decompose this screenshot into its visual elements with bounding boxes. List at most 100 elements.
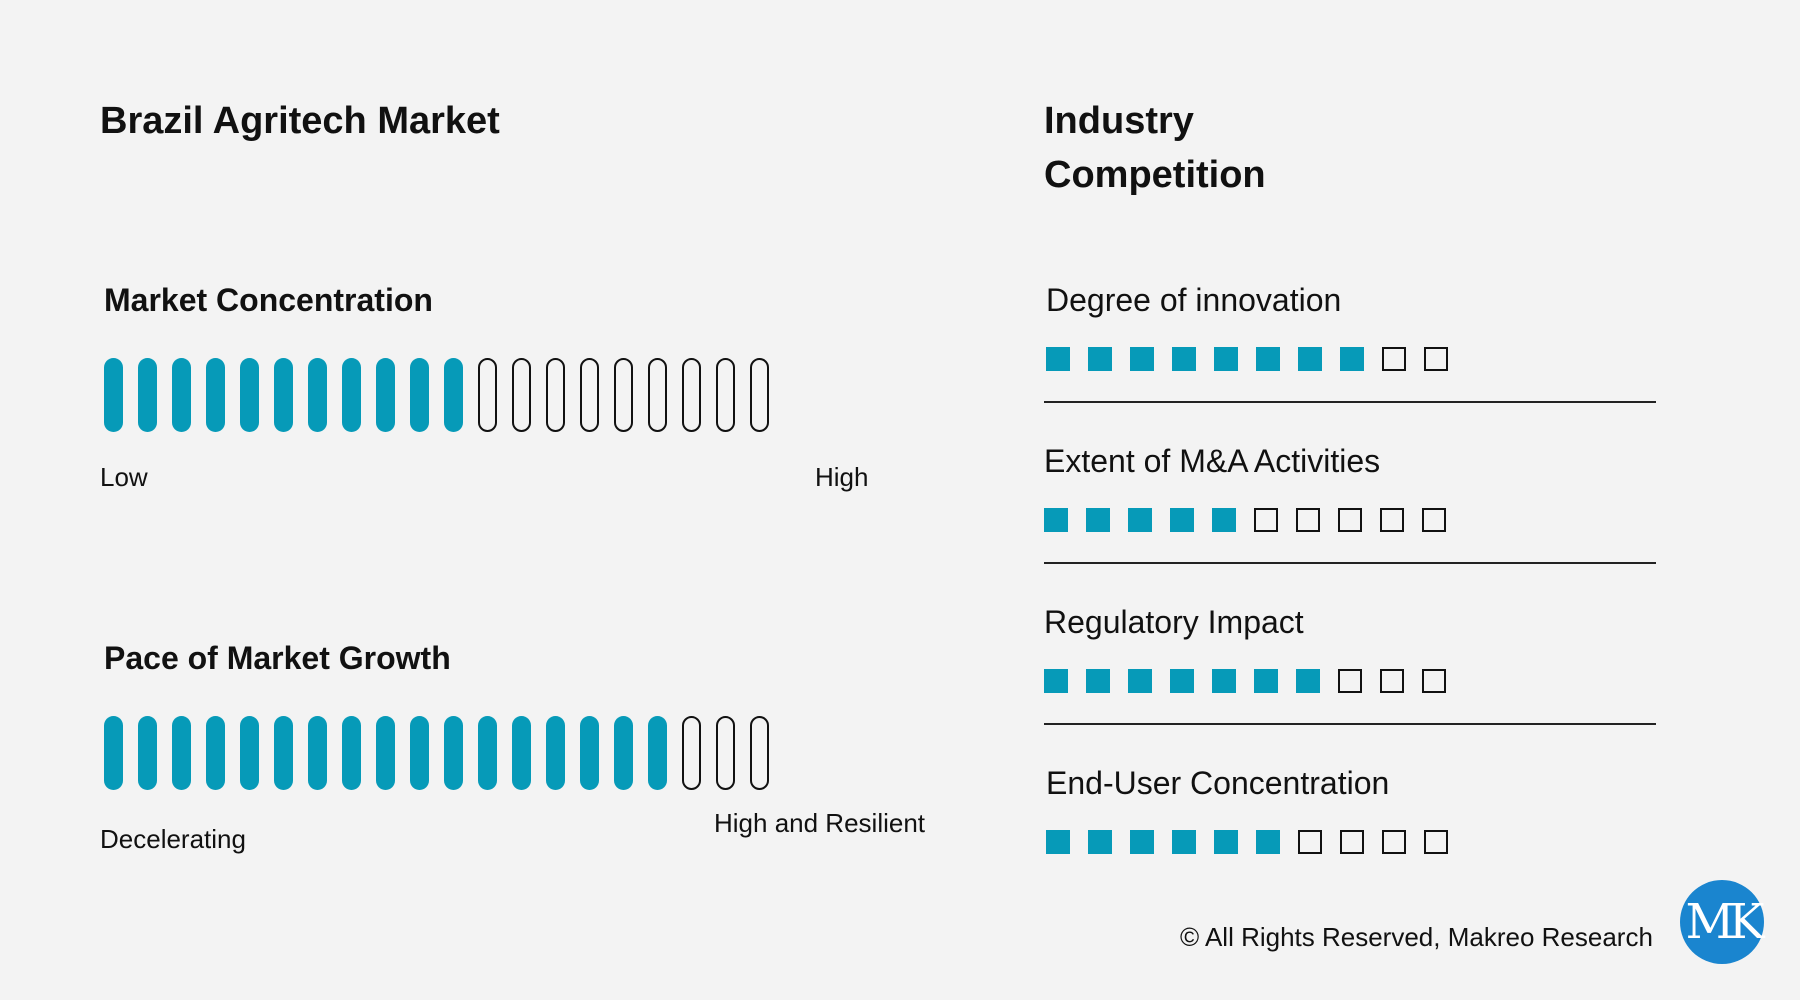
page-title: Brazil Agritech Market bbox=[100, 100, 500, 142]
rating-square-filled bbox=[1256, 830, 1280, 854]
rating-square-filled bbox=[1296, 669, 1320, 693]
degree-of-innovation-rating bbox=[1046, 347, 1448, 371]
ma-activities-rating bbox=[1044, 508, 1446, 532]
industry-competition-title-line1: Industry bbox=[1044, 100, 1194, 142]
gauge-pill-empty bbox=[750, 716, 769, 790]
gauge-pill-filled bbox=[342, 716, 361, 790]
copyright-text: © All Rights Reserved, Makreo Research bbox=[1180, 922, 1653, 952]
gauge-pill-filled bbox=[444, 358, 463, 432]
market-concentration-gauge bbox=[104, 358, 769, 432]
gauge-pill-empty bbox=[614, 358, 633, 432]
rating-square-filled bbox=[1086, 508, 1110, 532]
gauge-pill-filled bbox=[546, 716, 565, 790]
gauge-pill-empty bbox=[682, 358, 701, 432]
makreo-logo: MK bbox=[1680, 880, 1765, 964]
rating-square-empty bbox=[1382, 830, 1406, 854]
regulatory-impact-label: Regulatory Impact bbox=[1044, 604, 1304, 640]
rating-square-empty bbox=[1298, 830, 1322, 854]
gauge-pill-filled bbox=[138, 358, 157, 432]
gauge-pill-filled bbox=[308, 716, 327, 790]
rating-square-filled bbox=[1044, 508, 1068, 532]
divider bbox=[1044, 723, 1656, 725]
divider bbox=[1044, 562, 1656, 564]
rating-square-filled bbox=[1254, 669, 1278, 693]
gauge-pill-empty bbox=[478, 358, 497, 432]
regulatory-impact-rating bbox=[1044, 669, 1446, 693]
market-growth-high-label: High and Resilient bbox=[714, 808, 926, 838]
rating-square-filled bbox=[1212, 508, 1236, 532]
gauge-pill-filled bbox=[444, 716, 463, 790]
rating-square-filled bbox=[1256, 347, 1280, 371]
rating-square-filled bbox=[1128, 669, 1152, 693]
gauge-pill-empty bbox=[580, 358, 599, 432]
gauge-pill-filled bbox=[104, 716, 123, 790]
rating-square-filled bbox=[1214, 830, 1238, 854]
gauge-pill-filled bbox=[580, 716, 599, 790]
divider bbox=[1044, 401, 1656, 403]
gauge-pill-filled bbox=[138, 716, 157, 790]
market-concentration-low-label: Low bbox=[100, 462, 148, 492]
gauge-pill-empty bbox=[648, 358, 667, 432]
logo-text: MK bbox=[1685, 894, 1764, 950]
gauge-pill-filled bbox=[648, 716, 667, 790]
market-growth-label: Pace of Market Growth bbox=[104, 640, 451, 676]
gauge-pill-filled bbox=[104, 358, 123, 432]
gauge-pill-filled bbox=[410, 716, 429, 790]
rating-square-filled bbox=[1044, 669, 1068, 693]
market-concentration-label: Market Concentration bbox=[104, 282, 433, 318]
rating-square-empty bbox=[1424, 347, 1448, 371]
rating-square-empty bbox=[1422, 669, 1446, 693]
rating-square-filled bbox=[1088, 347, 1112, 371]
gauge-pill-filled bbox=[308, 358, 327, 432]
gauge-pill-empty bbox=[682, 716, 701, 790]
rating-square-empty bbox=[1424, 830, 1448, 854]
rating-square-empty bbox=[1338, 669, 1362, 693]
rating-square-filled bbox=[1172, 347, 1196, 371]
market-concentration-high-label: High bbox=[815, 462, 869, 492]
market-growth-low-label: Decelerating bbox=[100, 824, 246, 854]
rating-square-filled bbox=[1128, 508, 1152, 532]
rating-square-filled bbox=[1086, 669, 1110, 693]
degree-of-innovation-label: Degree of innovation bbox=[1046, 282, 1342, 318]
gauge-pill-filled bbox=[376, 358, 395, 432]
rating-square-filled bbox=[1046, 347, 1070, 371]
market-growth-gauge bbox=[104, 716, 769, 790]
rating-square-filled bbox=[1088, 830, 1112, 854]
rating-square-empty bbox=[1254, 508, 1278, 532]
gauge-pill-filled bbox=[410, 358, 429, 432]
end-user-concentration-rating bbox=[1046, 830, 1448, 854]
rating-square-filled bbox=[1170, 669, 1194, 693]
rating-square-filled bbox=[1214, 347, 1238, 371]
rating-square-empty bbox=[1296, 508, 1320, 532]
rating-square-filled bbox=[1298, 347, 1322, 371]
rating-square-empty bbox=[1380, 508, 1404, 532]
gauge-pill-filled bbox=[274, 716, 293, 790]
rating-square-empty bbox=[1422, 508, 1446, 532]
gauge-pill-empty bbox=[750, 358, 769, 432]
gauge-pill-filled bbox=[614, 716, 633, 790]
gauge-pill-filled bbox=[206, 358, 225, 432]
gauge-pill-empty bbox=[546, 358, 565, 432]
rating-square-filled bbox=[1130, 347, 1154, 371]
rating-square-empty bbox=[1338, 508, 1362, 532]
gauge-pill-filled bbox=[512, 716, 531, 790]
rating-square-empty bbox=[1340, 830, 1364, 854]
rating-square-filled bbox=[1130, 830, 1154, 854]
gauge-pill-filled bbox=[376, 716, 395, 790]
gauge-pill-filled bbox=[274, 358, 293, 432]
end-user-concentration-label: End-User Concentration bbox=[1046, 765, 1390, 801]
industry-competition-title: Industry Competition bbox=[1044, 94, 1266, 202]
rating-square-filled bbox=[1046, 830, 1070, 854]
gauge-pill-filled bbox=[240, 358, 259, 432]
gauge-pill-filled bbox=[206, 716, 225, 790]
gauge-pill-filled bbox=[172, 716, 191, 790]
gauge-pill-filled bbox=[342, 358, 361, 432]
rating-square-filled bbox=[1170, 508, 1194, 532]
rating-square-filled bbox=[1212, 669, 1236, 693]
gauge-pill-empty bbox=[512, 358, 531, 432]
gauge-pill-filled bbox=[240, 716, 259, 790]
gauge-pill-filled bbox=[172, 358, 191, 432]
rating-square-empty bbox=[1382, 347, 1406, 371]
industry-competition-title-line2: Competition bbox=[1044, 154, 1266, 196]
rating-square-empty bbox=[1380, 669, 1404, 693]
